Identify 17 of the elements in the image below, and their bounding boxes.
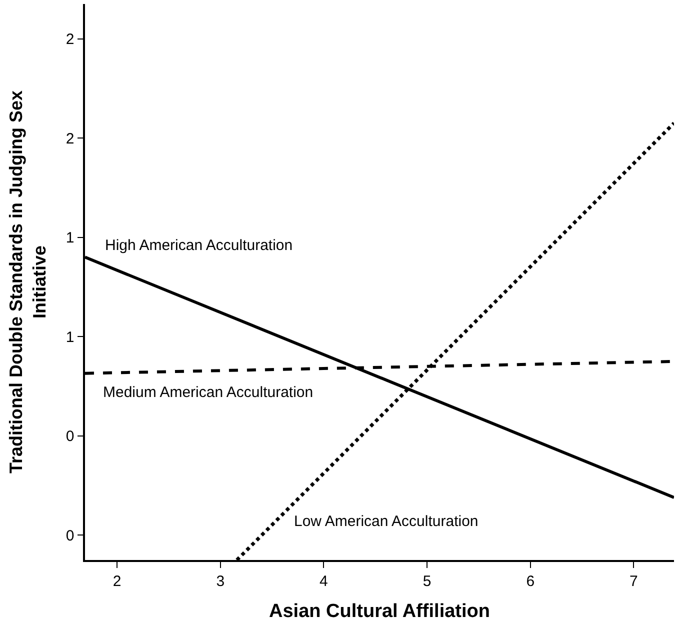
series-label: Medium American Acculturation [103,384,314,401]
x-tick-label: 4 [320,572,328,590]
y-axis-title: Traditional Double Standards in Judging Sex Initiative [6,90,50,474]
x-tick-label: 5 [422,572,432,590]
x-tick-label: 7 [630,572,638,590]
y-tick-label: 1 [66,328,74,346]
x-tick-label: 3 [216,572,225,590]
y-tick-label: 0 [66,527,74,544]
series-label: Low American Acculturation [294,513,478,530]
series-label: High American Acculturation [105,237,293,254]
y-tick-label: 2 [66,130,74,148]
x-tick-label: 6 [526,572,535,590]
y-tick-label: 1 [66,230,74,247]
x-axis-title: Asian Cultural Affiliation [269,601,490,622]
y-tick-label: 2 [66,31,74,48]
y-tick-label: 0 [66,428,74,446]
x-tick-label: 2 [112,572,122,590]
